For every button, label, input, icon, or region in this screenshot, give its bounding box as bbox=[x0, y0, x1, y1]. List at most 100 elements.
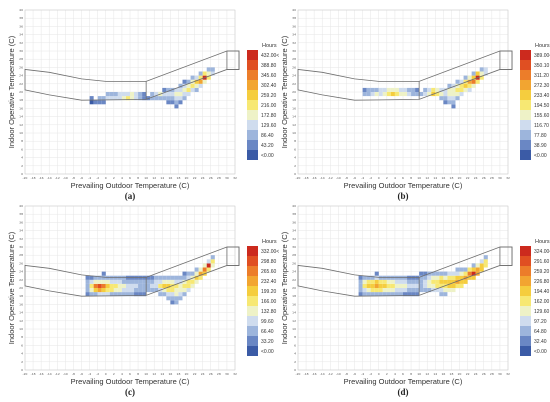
heatmap-cell bbox=[162, 283, 167, 288]
x-tick-label: 2 bbox=[386, 176, 388, 180]
y-tick-label: 20 bbox=[19, 90, 23, 94]
heatmap-cell bbox=[101, 283, 106, 288]
x-tick-label: 28 bbox=[217, 372, 221, 376]
legend-swatch bbox=[247, 60, 258, 70]
heatmap-cell bbox=[390, 87, 395, 92]
heatmap-cell bbox=[463, 87, 468, 92]
legend-tick-label: 332.00< bbox=[261, 249, 279, 255]
heatmap-cell bbox=[182, 279, 187, 284]
heatmap-cell bbox=[398, 292, 403, 297]
x-tick-label: -6 bbox=[353, 372, 356, 376]
heatmap-cell bbox=[190, 279, 195, 284]
heatmap-cell bbox=[190, 87, 195, 92]
x-tick-label: 10 bbox=[144, 176, 148, 180]
legend-labels-c: 332.00< 298.80 265.60 232.40 199.20 166.00 132… bbox=[261, 249, 279, 355]
y-tick-label: 32 bbox=[19, 237, 23, 241]
x-tick-label: 22 bbox=[193, 176, 197, 180]
heatmap-cell bbox=[174, 296, 179, 301]
heatmap-cell bbox=[471, 267, 476, 272]
heatmap-cell bbox=[130, 275, 135, 280]
heatmap-cell bbox=[162, 275, 167, 280]
y-tick-label: 28 bbox=[292, 253, 296, 257]
heatmap-cell bbox=[483, 259, 488, 264]
heatmap-cell bbox=[455, 267, 460, 272]
heatmap-cell bbox=[109, 96, 114, 101]
heatmap-cell bbox=[475, 263, 480, 268]
x-tick-label: -10 bbox=[336, 176, 341, 180]
legend-swatch bbox=[520, 246, 531, 256]
heatmap-cell bbox=[443, 275, 448, 280]
heatmap-cell bbox=[435, 288, 440, 293]
x-tick-label: 18 bbox=[177, 176, 181, 180]
heatmap-cell bbox=[93, 275, 98, 280]
x-tick-label: -18 bbox=[31, 372, 36, 376]
heatmap-cell bbox=[435, 279, 440, 284]
heatmap-cell bbox=[182, 275, 187, 280]
heatmap-cell bbox=[447, 100, 452, 105]
heatmap-cell bbox=[174, 292, 179, 297]
comfort-zone-cap bbox=[226, 50, 240, 70]
x-tick-label: -2 bbox=[369, 176, 372, 180]
heatmap-cell bbox=[89, 292, 94, 297]
legend-tick-label: 232.40 bbox=[261, 279, 277, 285]
heatmap-cell bbox=[382, 87, 387, 92]
heatmap-cell bbox=[447, 271, 452, 276]
heatmap-cell bbox=[398, 275, 403, 280]
legend-tick-label: 216.00 bbox=[261, 103, 277, 109]
heatmap-cell bbox=[178, 288, 183, 293]
heatmap-cell bbox=[174, 275, 179, 280]
y-tick-label: 28 bbox=[19, 57, 23, 61]
heatmap-cell bbox=[93, 283, 98, 288]
legend-tick-label: 311.20 bbox=[534, 73, 549, 79]
legend-title-c: Hours bbox=[262, 239, 277, 245]
heatmap-cell bbox=[125, 96, 130, 101]
heatmap-cell bbox=[174, 100, 179, 105]
heatmap-cell bbox=[439, 288, 444, 293]
x-tick-label: 20 bbox=[458, 372, 462, 376]
heatmap-cell bbox=[113, 279, 118, 284]
heatmap-cell bbox=[467, 271, 472, 276]
legend-tick-label: 66.40 bbox=[261, 329, 274, 335]
heatmap-cell bbox=[198, 83, 203, 88]
heatmap-cell bbox=[358, 275, 363, 280]
heatmap-cell bbox=[113, 283, 118, 288]
heatmap-cell bbox=[182, 288, 187, 293]
y-axis-label-b: Indoor Operative Temperature (C) bbox=[280, 35, 289, 148]
heatmap-cell bbox=[125, 292, 130, 297]
y-tick-label: 34 bbox=[19, 229, 23, 233]
heatmap-cell bbox=[134, 292, 139, 297]
heatmap-cell bbox=[85, 283, 90, 288]
heatmap-cell bbox=[178, 283, 183, 288]
x-tick-label: 18 bbox=[450, 176, 454, 180]
heatmap-cell bbox=[166, 279, 171, 284]
heatmap-cell bbox=[182, 83, 187, 88]
heatmap-cell bbox=[362, 275, 367, 280]
y-tick-label: 10 bbox=[19, 131, 23, 135]
y-tick-label: 8 bbox=[294, 335, 296, 339]
heatmap-cell bbox=[370, 279, 375, 284]
heatmap-cell bbox=[451, 83, 456, 88]
y-tick-label: 18 bbox=[292, 98, 296, 102]
heatmap-cell bbox=[158, 292, 163, 297]
heatmap-cell bbox=[443, 92, 448, 97]
x-tick-label: 26 bbox=[482, 176, 486, 180]
heatmap-cell bbox=[435, 275, 440, 280]
x-tick-label: -10 bbox=[63, 372, 68, 376]
legend-swatch bbox=[520, 266, 531, 276]
heatmap-cell bbox=[202, 71, 207, 76]
heatmap-cell bbox=[206, 67, 211, 72]
legend-swatch bbox=[520, 150, 531, 160]
heatmap-cell bbox=[467, 87, 472, 92]
heatmap-cell bbox=[479, 75, 484, 80]
legend-tick-label: 162.00 bbox=[534, 299, 550, 305]
heatmap-cell bbox=[93, 292, 98, 297]
heatmap-cell bbox=[154, 283, 159, 288]
heatmap-cell bbox=[403, 279, 408, 284]
heatmap-cell bbox=[97, 288, 102, 293]
heatmap-cell bbox=[166, 100, 171, 105]
legend-swatch bbox=[247, 286, 258, 296]
heatmap-cell bbox=[479, 259, 484, 264]
